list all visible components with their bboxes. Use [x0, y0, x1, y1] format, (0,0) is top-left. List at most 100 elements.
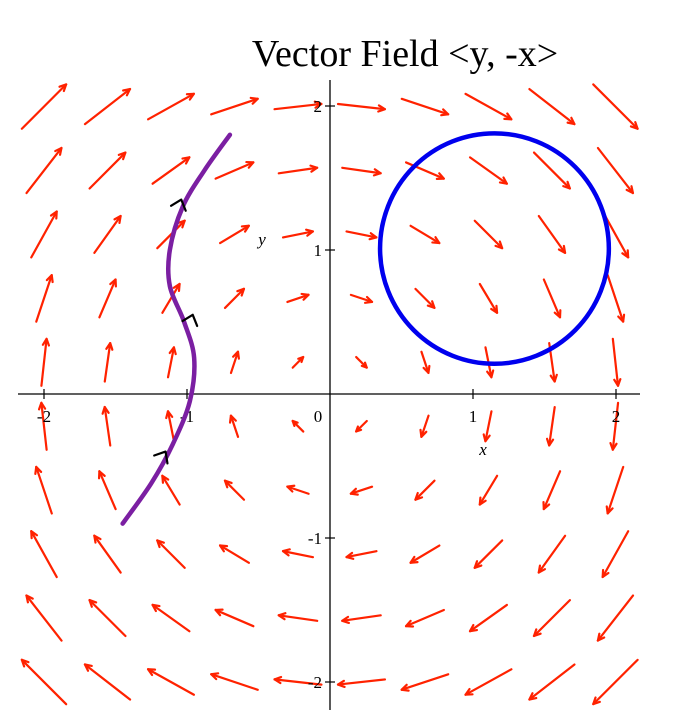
field-arrow-head [97, 470, 106, 480]
field-arrow-head [305, 228, 315, 237]
chart-title: Vector Field <y, -x> [252, 33, 558, 75]
field-arrow-shaft [349, 485, 374, 495]
field-arrow-head [404, 619, 415, 628]
field-arrow [414, 479, 436, 501]
y-tick-label: 2 [314, 97, 323, 116]
field-arrow [273, 100, 323, 111]
field-arrow-head [172, 282, 181, 293]
field-arrow-shaft [88, 599, 127, 638]
field-arrow [40, 337, 51, 387]
field-arrow-head [473, 560, 483, 569]
y-tick-label: -2 [308, 673, 322, 692]
field-arrow-shaft [484, 410, 493, 443]
field-arrow-head [537, 564, 546, 574]
field-arrow-head [372, 168, 382, 177]
field-arrow [345, 550, 378, 560]
field-arrow-head [435, 172, 445, 181]
field-arrow-head [105, 341, 114, 351]
field-arrow [83, 663, 132, 701]
field-arrow [20, 83, 68, 130]
field-arrow-head [214, 608, 224, 617]
field-arrow [93, 214, 122, 254]
field-arrow-head [414, 491, 424, 501]
field-arrow-shaft [478, 282, 499, 314]
field-arrow [605, 465, 625, 515]
field-arrow [478, 474, 499, 506]
field-arrow-shaft [420, 350, 430, 374]
field-arrow-shaft [400, 673, 450, 691]
field-arrow [25, 594, 63, 642]
field-arrow-head [545, 437, 555, 447]
field-arrow [101, 405, 112, 447]
vector-field-arrows [20, 83, 639, 706]
field-arrow-head [549, 373, 558, 383]
field-arrow-shaft [473, 539, 504, 569]
field-arrow-shaft [88, 151, 127, 190]
field-arrow-head [83, 663, 93, 672]
field-arrow [609, 401, 620, 451]
field-arrow-shaft [349, 293, 374, 303]
field-arrow-head [176, 219, 186, 229]
field-arrow [468, 603, 508, 633]
y-tick-label: -1 [308, 529, 322, 548]
field-arrow-head [613, 378, 622, 387]
field-arrow [223, 479, 246, 501]
field-arrow-shaft [420, 414, 430, 438]
field-arrow-shaft [409, 224, 441, 245]
y-axis-label: y [256, 230, 266, 249]
field-arrow-head [625, 185, 635, 195]
field-arrow [336, 678, 387, 689]
field-arrow-head [409, 555, 419, 564]
curve-orientation-arrow [169, 198, 187, 212]
field-arrow-head [58, 83, 68, 93]
field-arrow-head [566, 116, 576, 126]
x-tick-label: 0 [314, 407, 323, 426]
field-arrow [218, 224, 250, 245]
field-arrow [414, 287, 436, 309]
field-arrow-head [482, 433, 491, 443]
field-arrow [468, 156, 508, 185]
field-arrow-head [181, 156, 191, 165]
field-arrow [545, 405, 556, 447]
field-arrow-head [605, 505, 614, 515]
field-arrow [281, 548, 315, 559]
field-arrow [210, 96, 259, 116]
field-arrow-head [313, 100, 323, 109]
field-arrow-shaft [30, 530, 58, 579]
field-arrow-head [363, 295, 374, 304]
field-arrow-shaft [218, 544, 250, 564]
field-arrow [98, 278, 117, 319]
field-arrow [161, 282, 181, 314]
field-arrow [34, 465, 53, 515]
field-arrow-shaft [218, 224, 250, 245]
field-arrow-shaft [83, 87, 132, 126]
field-arrow-head [309, 164, 319, 173]
field-arrow-shaft [93, 534, 122, 574]
field-arrow [341, 614, 382, 625]
field-arrow [400, 97, 450, 117]
field-arrow-head [93, 534, 102, 544]
field-arrow [37, 401, 48, 451]
field-arrow [161, 474, 181, 506]
field-arrow-shaft [596, 594, 635, 642]
field-arrow [355, 419, 368, 433]
field-arrow [277, 612, 319, 622]
field-arrow-shaft [35, 274, 53, 323]
field-arrow-head [277, 612, 287, 621]
field-arrow [277, 164, 319, 175]
x-tick-label: 1 [469, 407, 478, 426]
field-arrow [286, 484, 310, 495]
field-arrow [146, 92, 195, 121]
field-arrow [341, 166, 382, 177]
field-arrow-head [336, 679, 346, 689]
field-arrow-head [151, 603, 161, 613]
field-arrow-shaft [25, 146, 63, 195]
field-arrow-shaft [103, 341, 112, 383]
field-arrow [542, 470, 562, 511]
field-arrow-head [45, 274, 54, 284]
field-arrow [291, 419, 305, 433]
field-arrow-shaft [404, 608, 445, 628]
field-arrow-shaft [537, 214, 567, 254]
field-arrow [611, 337, 622, 387]
field-arrow-shaft [277, 166, 319, 175]
